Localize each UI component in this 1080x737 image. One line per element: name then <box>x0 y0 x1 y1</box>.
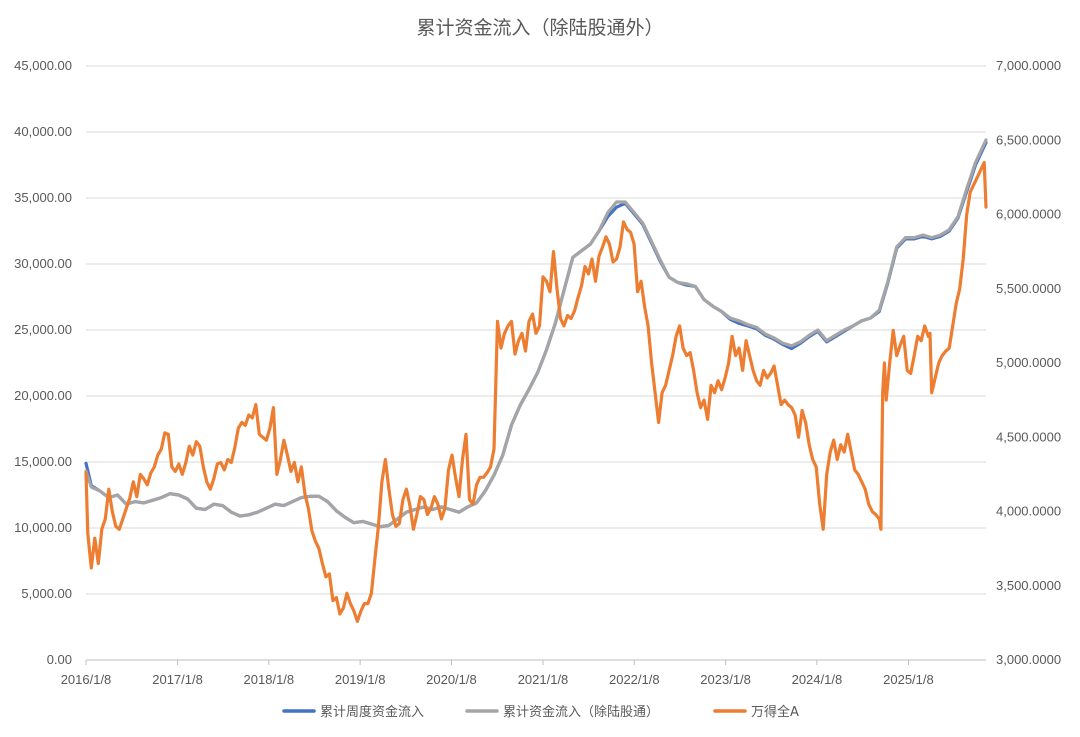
x-tick-label: 2024/1/8 <box>792 672 843 687</box>
legend-label: 万得全A <box>751 704 799 720</box>
x-tick-label: 2017/1/8 <box>152 672 203 687</box>
left-tick-label: 25,000.00 <box>14 322 72 337</box>
right-tick-label: 7,000.0000 <box>996 58 1061 73</box>
left-tick-label: 35,000.00 <box>14 190 72 205</box>
right-axis-ticks: 3,000.0000 3,500.0000 4,000.0000 4,500.0000… <box>996 58 1061 667</box>
series-line-3 <box>84 160 988 623</box>
x-tick-label: 2016/1/8 <box>61 672 112 687</box>
legend: 累计周度资金流入 累计资金流入（除陆股通） 万得全A <box>282 704 799 720</box>
x-tick-label: 2022/1/8 <box>609 672 660 687</box>
right-tick-label: 5,500.0000 <box>996 281 1061 296</box>
right-tick-label: 4,500.0000 <box>996 429 1061 444</box>
x-tick-label: 2025/1/8 <box>883 672 934 687</box>
chart-title: 累计资金流入（除陆股通外） <box>416 17 663 39</box>
right-tick-label: 6,500.0000 <box>996 132 1061 147</box>
left-tick-label: 15,000.00 <box>14 454 72 469</box>
left-tick-label: 10,000.00 <box>14 520 72 535</box>
left-tick-label: 20,000.00 <box>14 388 72 403</box>
left-tick-label: 5,000.00 <box>21 586 72 601</box>
series-line-2 <box>84 138 988 529</box>
right-tick-label: 4,000.0000 <box>996 504 1061 519</box>
x-axis-ticks: 2016/1/8 2017/1/8 2018/1/8 2019/1/8 2020/1/8… <box>61 660 934 687</box>
right-tick-label: 3,000.0000 <box>996 652 1061 667</box>
left-tick-label: 45,000.00 <box>14 58 72 73</box>
legend-label: 累计资金流入（除陆股通） <box>503 704 659 720</box>
x-tick-label: 2018/1/8 <box>244 672 295 687</box>
gridlines <box>86 65 986 661</box>
series-lines <box>84 138 988 623</box>
x-tick-label: 2020/1/8 <box>426 672 477 687</box>
x-tick-label: 2023/1/8 <box>700 672 751 687</box>
x-tick-label: 2019/1/8 <box>335 672 386 687</box>
right-tick-label: 5,000.0000 <box>996 355 1061 370</box>
x-tick-label: 2021/1/8 <box>518 672 569 687</box>
left-tick-label: 30,000.00 <box>14 256 72 271</box>
left-tick-label: 40,000.00 <box>14 124 72 139</box>
right-tick-label: 3,500.0000 <box>996 578 1061 593</box>
legend-label: 累计周度资金流入 <box>320 704 424 720</box>
left-axis-ticks: 0.00 5,000.00 10,000.00 15,000.00 20,000.00 2… <box>14 58 72 667</box>
right-tick-label: 6,000.0000 <box>996 207 1061 222</box>
left-tick-label: 0.00 <box>47 652 72 667</box>
